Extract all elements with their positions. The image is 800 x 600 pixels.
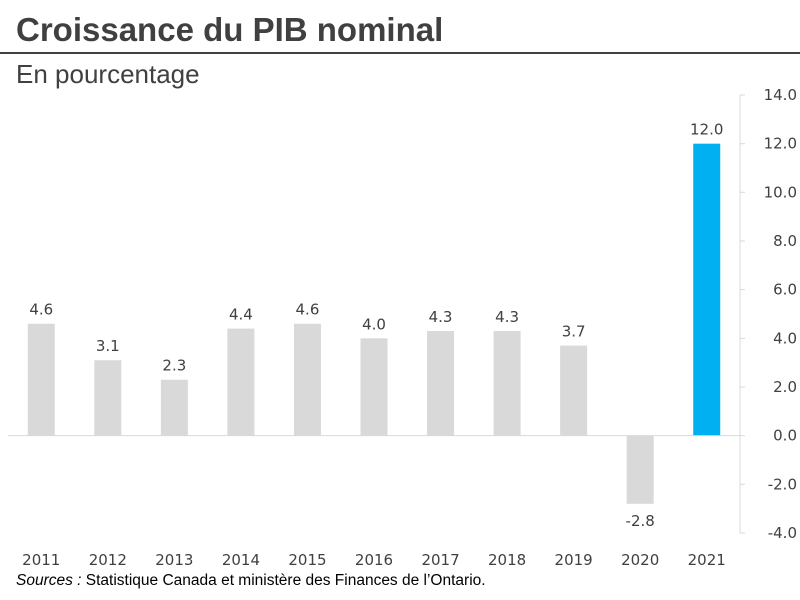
bar-2015 [293, 323, 321, 436]
y-tick-label: 4.0 [773, 329, 797, 347]
chart-subtitle: En pourcentage [16, 59, 200, 89]
chart-title: Croissance du PIB nominal [16, 11, 444, 48]
x-tick-label-2012: 2012 [89, 551, 127, 569]
source-prefix: Sources : [16, 572, 82, 589]
y-tick-label: 12.0 [764, 135, 797, 153]
bar-2011 [27, 323, 55, 436]
bar-2019 [560, 345, 588, 436]
title-divider [0, 52, 800, 54]
x-tick-label-2017: 2017 [421, 551, 459, 569]
data-label-2021: 12.0 [690, 121, 723, 139]
bar-2013 [160, 379, 188, 436]
bar-2016 [360, 338, 388, 436]
data-label-2019: 3.7 [562, 323, 586, 341]
x-tick-label-2016: 2016 [355, 551, 393, 569]
data-label-2011: 4.6 [29, 301, 53, 319]
x-tick-label-2018: 2018 [488, 551, 526, 569]
bar-2018 [493, 331, 521, 436]
data-label-2015: 4.6 [296, 301, 320, 319]
x-tick-label-2015: 2015 [288, 551, 326, 569]
data-label-2018: 4.3 [495, 308, 519, 326]
x-tick-label-2020: 2020 [621, 551, 659, 569]
labels-layer: 4.6 2011 3.1 2012 2.3 2013 4.4 2014 4.6 2015 4.0 20… [22, 86, 797, 569]
data-label-2016: 4.0 [362, 315, 386, 333]
data-label-2017: 4.3 [429, 308, 453, 326]
bar-2017 [427, 331, 455, 436]
y-tick-label: 10.0 [764, 183, 797, 201]
x-tick-label-2013: 2013 [155, 551, 193, 569]
bar-2012 [94, 360, 122, 436]
data-label-2020: -2.8 [626, 512, 655, 530]
data-label-2014: 4.4 [229, 306, 253, 324]
data-label-2013: 2.3 [162, 357, 186, 375]
x-tick-label-2019: 2019 [555, 551, 593, 569]
source-note: Sources : Statistique Canada et ministèr… [16, 571, 486, 591]
y-tick-label: 6.0 [773, 281, 797, 299]
y-tick-label: 8.0 [773, 232, 797, 250]
x-tick-label-2021: 2021 [688, 551, 726, 569]
bar-2021 [693, 143, 721, 436]
bars-layer [27, 143, 721, 504]
axis-layer [8, 94, 745, 534]
x-tick-label-2011: 2011 [22, 551, 60, 569]
data-label-2012: 3.1 [96, 337, 120, 355]
y-tick-label: -2.0 [768, 475, 797, 493]
bar-2020 [626, 435, 654, 504]
source-text: Statistique Canada et ministère des Fina… [81, 572, 486, 589]
y-tick-label: 2.0 [773, 378, 797, 396]
y-tick-label: -4.0 [768, 524, 797, 542]
bar-2014 [227, 328, 255, 436]
y-tick-label: 14.0 [764, 86, 797, 104]
x-tick-label-2014: 2014 [222, 551, 260, 569]
y-tick-label: 0.0 [773, 427, 797, 445]
